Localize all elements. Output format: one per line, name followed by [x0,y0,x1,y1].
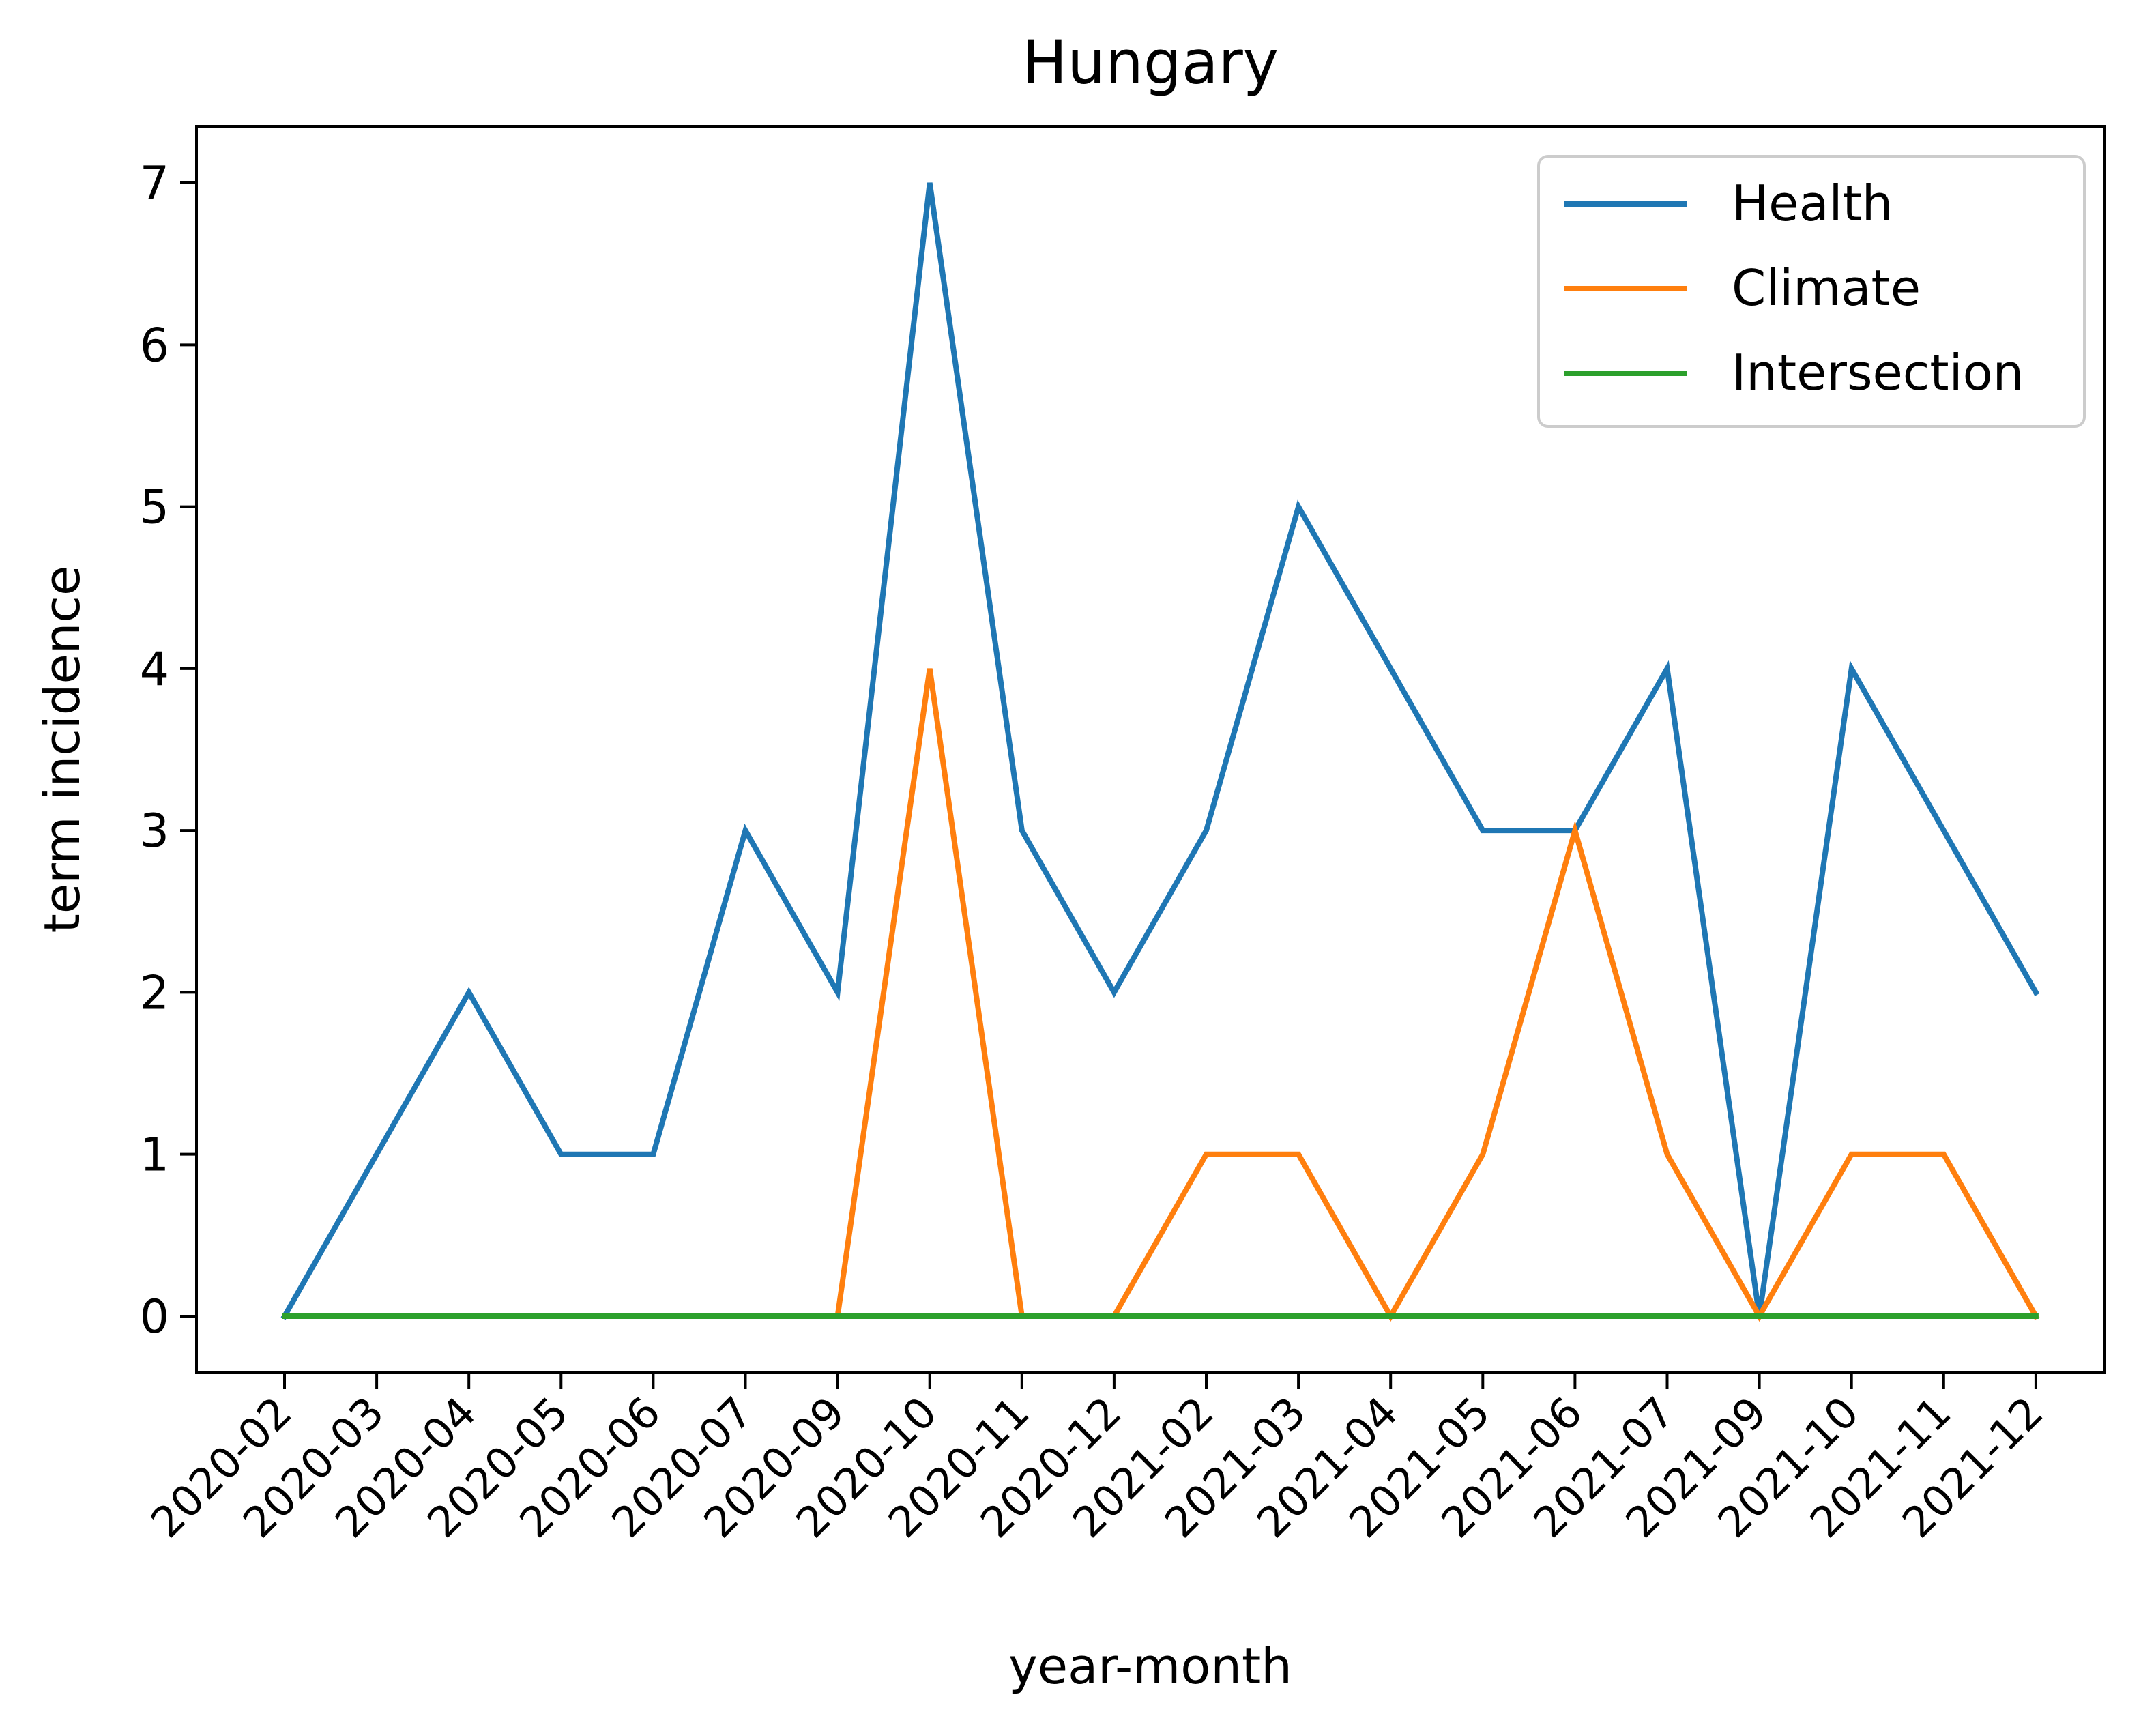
legend-label-climate: Climate [1732,259,1921,317]
y-axis-label: term incidence [33,566,91,933]
series-layer [280,182,2040,1322]
y-tick-label: 3 [140,804,169,858]
y-tick-label: 5 [140,481,169,535]
y-tick-label: 2 [140,966,169,1020]
y-axis: 0 1 2 3 4 5 6 7 [140,157,196,1344]
y-tick-label: 4 [140,643,169,697]
legend-label-health: Health [1732,175,1893,232]
y-tick-label: 7 [140,157,169,211]
y-tick-label: 0 [140,1290,169,1344]
legend-box [1537,155,2086,428]
y-tick-label: 1 [140,1129,169,1182]
y-tick-label: 6 [140,319,169,373]
series-line-0 [280,182,2040,1320]
chart-title: Hungary [1022,27,1279,98]
legend: Health Climate Intersection [1537,155,2086,428]
x-axis-label: year-month [1008,1638,1292,1695]
legend-label-intersection: Intersection [1732,344,2024,401]
plot-area-frame [195,125,2106,1374]
